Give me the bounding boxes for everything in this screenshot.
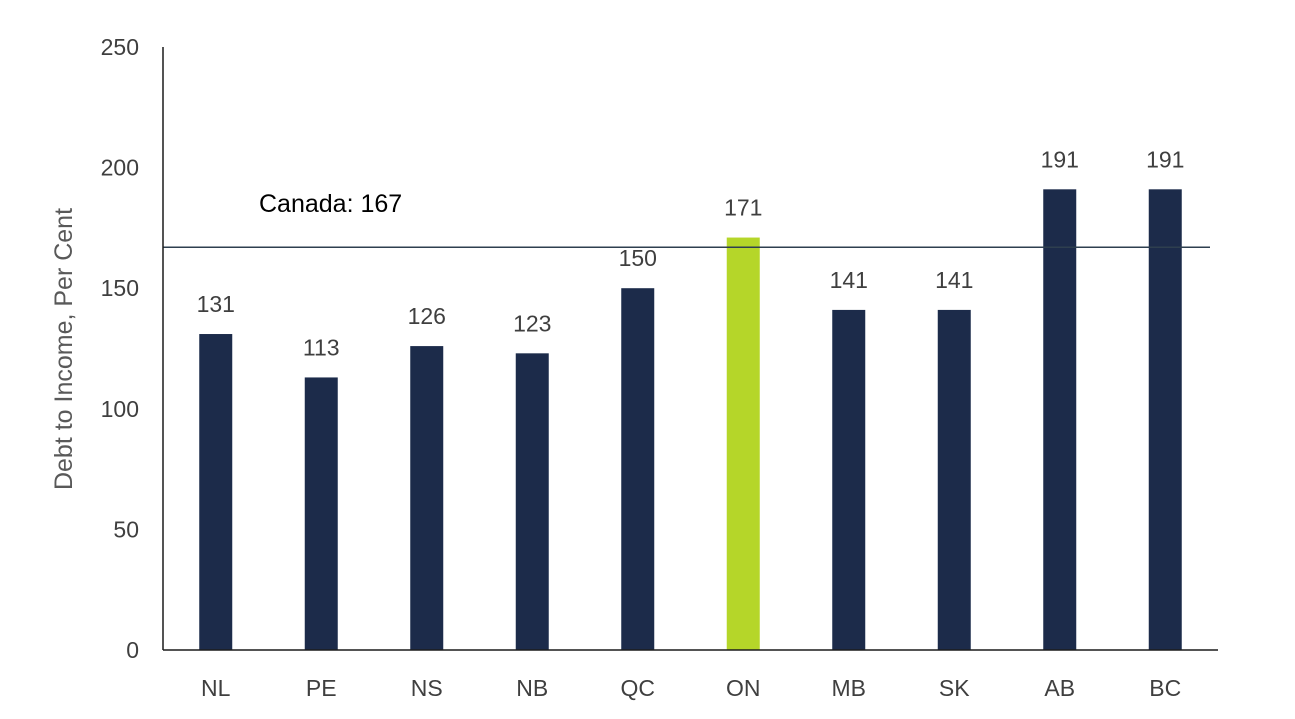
x-tick-label-mb: MB <box>832 675 867 701</box>
bar-ab <box>1043 189 1077 651</box>
x-tick-label-ns: NS <box>411 675 443 701</box>
bar-nb <box>515 353 549 650</box>
bar-pe <box>304 377 338 650</box>
y-tick-label: 150 <box>101 275 139 301</box>
x-axis-ticks: NL PE NS NB QC ON MB SK AB BC <box>201 675 1181 701</box>
axes <box>162 47 1218 651</box>
y-axis-title: Debt to Income, Per Cent <box>50 208 78 490</box>
data-label-sk: 141 <box>935 267 973 293</box>
y-tick-label: 200 <box>101 155 139 181</box>
y-tick-label: 100 <box>101 396 139 422</box>
x-tick-label-on: ON <box>726 675 761 701</box>
data-label-nb: 123 <box>513 310 551 336</box>
canada-reference-label: Canada: 167 <box>259 190 402 218</box>
y-axis-title-group: Debt to Income, Per Cent <box>50 208 78 490</box>
bar-sk <box>937 309 971 650</box>
x-tick-label-nl: NL <box>201 675 231 701</box>
y-tick-label: 250 <box>101 34 139 60</box>
y-tick-label: 50 <box>113 516 139 542</box>
data-label-mb: 141 <box>830 267 868 293</box>
data-label-ab: 191 <box>1041 146 1079 172</box>
data-label-qc: 150 <box>619 245 657 271</box>
data-label-on: 171 <box>724 195 762 221</box>
bar-bc <box>1148 189 1182 651</box>
reference-line-group: Canada: 167 <box>163 190 1210 248</box>
x-tick-label-bc: BC <box>1149 675 1181 701</box>
x-tick-label-sk: SK <box>939 675 970 701</box>
data-label-nl: 131 <box>197 291 235 317</box>
x-tick-label-pe: PE <box>306 675 337 701</box>
bar-mb <box>832 309 866 650</box>
data-label-bc: 191 <box>1146 146 1184 172</box>
bar-nl <box>199 334 233 650</box>
y-tick-label: 0 <box>126 637 139 663</box>
x-tick-label-qc: QC <box>621 675 656 701</box>
x-tick-label-nb: NB <box>516 675 548 701</box>
bars <box>199 189 1182 651</box>
y-axis-ticks: 0 50 100 150 200 250 <box>101 34 139 663</box>
bar-ns <box>410 346 444 650</box>
data-labels: 131 113 126 123 150 171 141 141 191 191 <box>197 146 1185 360</box>
bar-qc <box>621 288 655 650</box>
bar-on <box>726 237 760 650</box>
data-label-pe: 113 <box>303 334 340 360</box>
data-label-ns: 126 <box>408 303 446 329</box>
x-tick-label-ab: AB <box>1044 675 1075 701</box>
